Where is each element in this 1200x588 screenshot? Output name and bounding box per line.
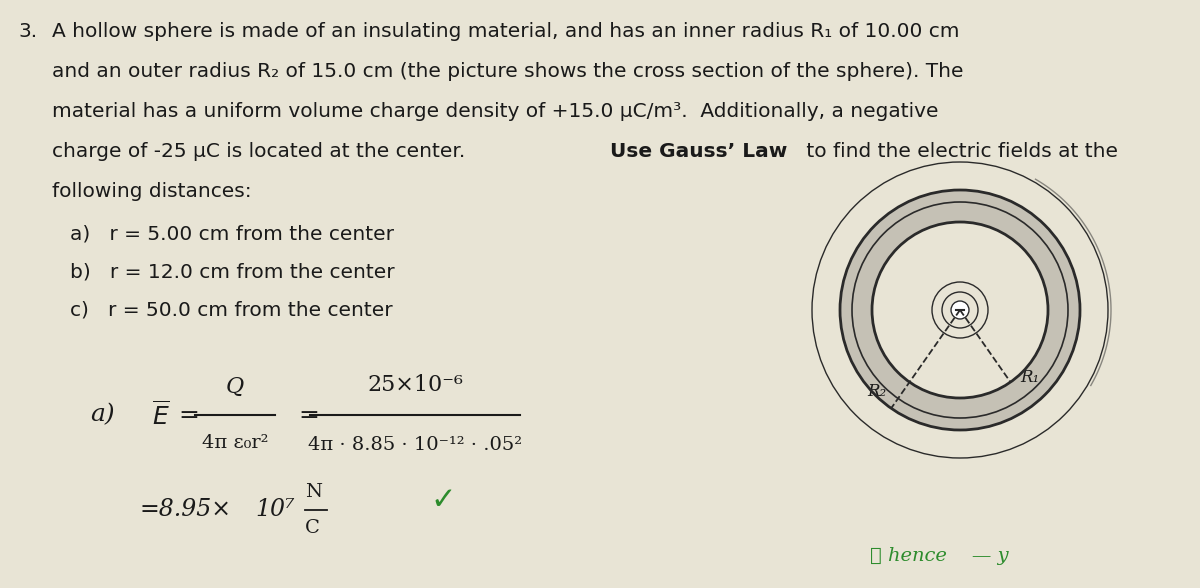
Text: material has a uniform volume charge density of +15.0 μC/m³.  Additionally, a ne: material has a uniform volume charge den… — [52, 102, 938, 121]
Text: 10⁷: 10⁷ — [256, 499, 294, 522]
Text: 3.: 3. — [18, 22, 37, 41]
Text: =: = — [178, 403, 199, 426]
Circle shape — [840, 190, 1080, 430]
Text: N: N — [305, 483, 322, 501]
Text: 4π · 8.85 · 10⁻¹² · .05²: 4π · 8.85 · 10⁻¹² · .05² — [308, 436, 522, 454]
Text: and an outer radius R₂ of 15.0 cm (the picture shows the cross section of the sp: and an outer radius R₂ of 15.0 cm (the p… — [52, 62, 964, 81]
Text: a)   r = 5.00 cm from the center: a) r = 5.00 cm from the center — [70, 224, 394, 243]
Text: R₁: R₁ — [1020, 369, 1039, 386]
Text: R₂: R₂ — [868, 383, 886, 400]
Text: ✓: ✓ — [430, 486, 456, 514]
Text: C: C — [305, 519, 320, 537]
Circle shape — [952, 301, 970, 319]
Circle shape — [872, 222, 1048, 398]
Text: =: = — [298, 403, 319, 426]
Text: a): a) — [90, 403, 115, 426]
Text: 4π ε₀r²: 4π ε₀r² — [202, 434, 269, 452]
Text: =8.95×: =8.95× — [140, 499, 232, 522]
Text: charge of -25 μC is located at the center.: charge of -25 μC is located at the cente… — [52, 142, 472, 161]
Text: 25×10⁻⁶: 25×10⁻⁶ — [367, 374, 463, 396]
Text: following distances:: following distances: — [52, 182, 252, 201]
Text: c)   r = 50.0 cm from the center: c) r = 50.0 cm from the center — [70, 300, 392, 319]
Text: A hollow sphere is made of an insulating material, and has an inner radius R₁ of: A hollow sphere is made of an insulating… — [52, 22, 960, 41]
Text: Q: Q — [226, 376, 244, 398]
Text: b)   r = 12.0 cm from the center: b) r = 12.0 cm from the center — [70, 262, 395, 281]
Text: to find the electric fields at the: to find the electric fields at the — [800, 142, 1118, 161]
Text: ℓ hence    — y: ℓ hence — y — [870, 547, 1009, 565]
Text: $\overline{E}$: $\overline{E}$ — [152, 400, 169, 429]
Text: Use Gauss’ Law: Use Gauss’ Law — [610, 142, 787, 161]
